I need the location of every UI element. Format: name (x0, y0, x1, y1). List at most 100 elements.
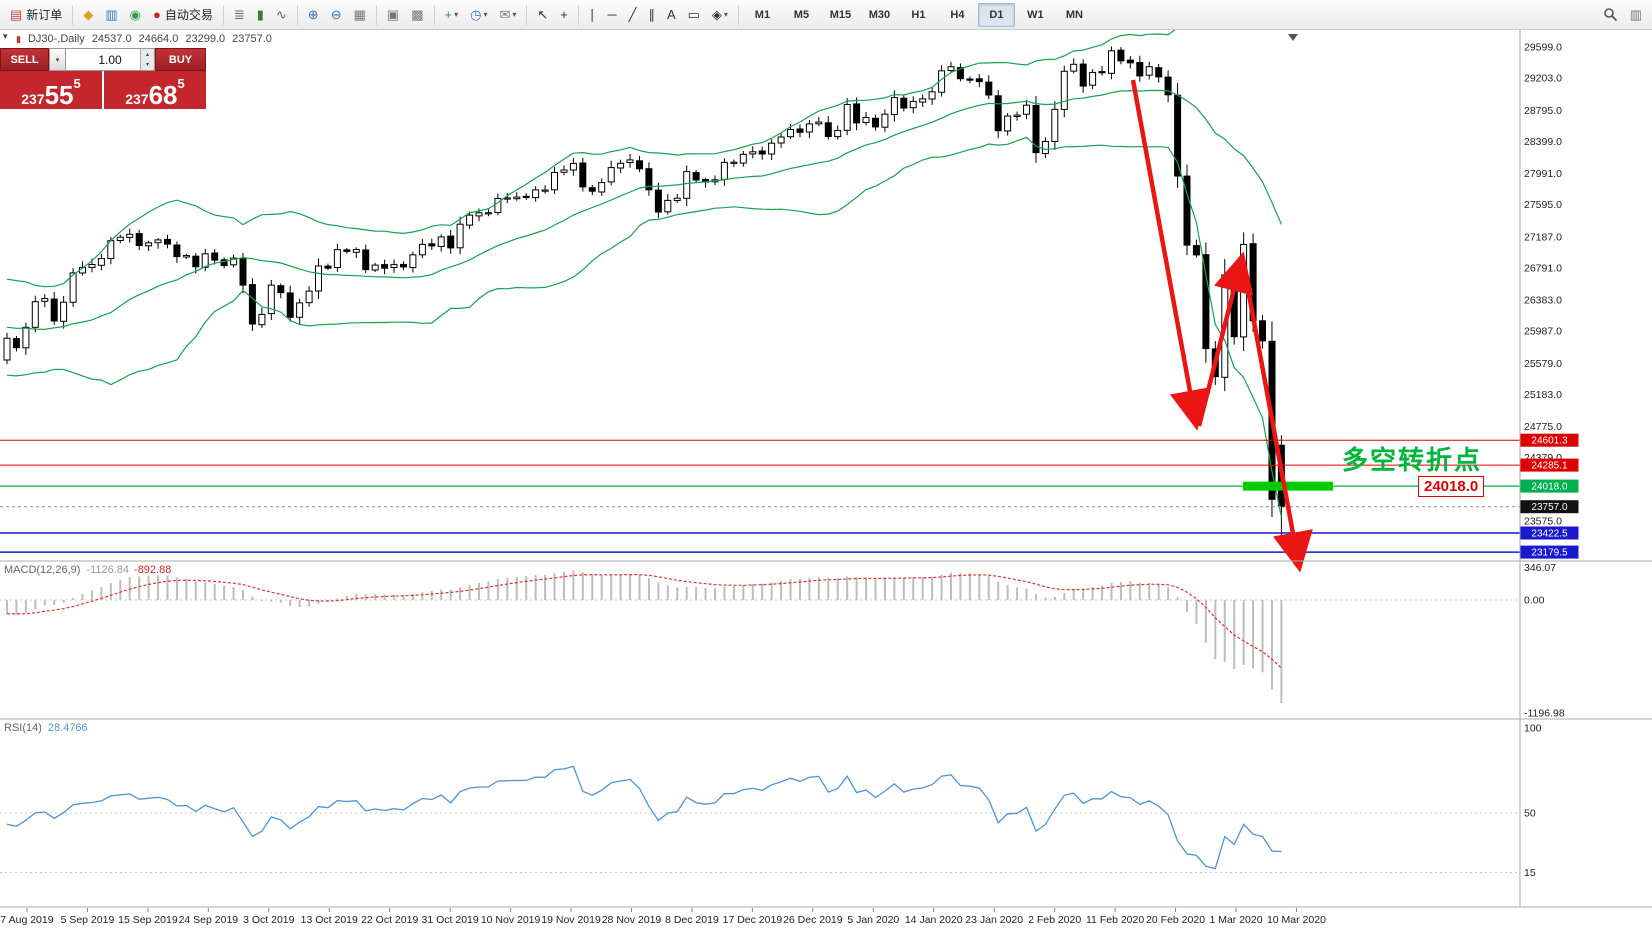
shapes-button[interactable]: ◈ ▾ (707, 3, 733, 27)
rsi-pane[interactable] (0, 765, 1520, 873)
sell-button[interactable]: SELL (0, 48, 49, 71)
label-button[interactable]: ▭ (683, 3, 705, 27)
timeframe-m30[interactable]: M30 (868, 8, 891, 21)
bull-candle (749, 151, 757, 155)
vertical-line-button[interactable]: ∣ (584, 3, 601, 27)
timeframe-d1[interactable]: D1 (977, 2, 1015, 27)
toolbar-separator (296, 4, 298, 25)
price-level-callout[interactable]: 24018.0 (1418, 476, 1485, 497)
chart-canvas[interactable]: 29599.0 29203.0 28795.0 28399.0 27991.0 27595… (0, 30, 1652, 950)
timeframe-w1[interactable]: W1 (1027, 8, 1044, 21)
timeframe-m15[interactable]: M15 (829, 8, 852, 21)
community-icon[interactable]: ◉ (125, 3, 146, 27)
toolbox-icon[interactable]: ◆ (78, 3, 98, 27)
line-chart-mode-button[interactable]: ∿ (271, 3, 292, 27)
timeframe-m1[interactable]: M1 (754, 8, 771, 21)
bear-candle (1202, 254, 1210, 350)
trendline-button[interactable]: ╱ (624, 3, 642, 27)
bear-candle (1192, 245, 1200, 256)
autotrading-icon: ● (152, 7, 161, 22)
volume-step-up-icon[interactable]: ▴ (145, 51, 149, 58)
volume-step-down-icon[interactable]: ▾ (145, 62, 149, 69)
bear-candle (636, 160, 643, 170)
bear-candle (966, 78, 974, 81)
time-axis-label: 10 Nov 2019 (481, 914, 541, 926)
one-click-collapse-icon[interactable]: ▾ (3, 31, 8, 41)
volume-input[interactable]: 1.00 ▴ ▾ (66, 48, 155, 71)
trend-arrow-object[interactable] (1130, 79, 1210, 431)
one-click-trading-panel: SELL ▾ 1.00 ▴ ▾ BUY 237 55 5 237 68 5 (0, 48, 206, 109)
bear-candle (975, 78, 983, 83)
volume-stepper[interactable]: ▴ ▾ (140, 49, 154, 70)
macd-name: MACD(12,26,9) (4, 564, 81, 576)
candlestick-mode-button[interactable]: ▮ (252, 3, 269, 27)
cursor-button[interactable]: ↖ (532, 3, 553, 27)
time-axis[interactable]: 7 Aug 2019 5 Sep 2019 15 Sep 2019 24 Sep 20… (0, 908, 1326, 926)
timeframe-m5[interactable]: M5 (793, 8, 810, 21)
chart-shift-marker[interactable] (1288, 34, 1298, 41)
templates-button[interactable]: ✉ ▾ (494, 3, 521, 27)
bull-candle (97, 258, 105, 266)
buy-price-button[interactable]: 237 68 5 (104, 71, 206, 109)
sell-options-dropdown[interactable]: ▾ (49, 48, 66, 71)
price-axis-tick: 24775.0 (1524, 421, 1562, 433)
zoom-in-icon: ⊕ (307, 7, 319, 22)
price-axis[interactable]: 29599.0 29203.0 28795.0 28399.0 27991.0 27595… (1520, 42, 1579, 880)
timeframe-h1[interactable]: H1 (911, 8, 926, 21)
bull-candle (1023, 104, 1030, 115)
bull-candle (815, 121, 823, 125)
time-axis-label: 11 Feb 2020 (1086, 914, 1144, 926)
zoom-out-button[interactable]: ⊖ (326, 3, 347, 27)
bull-candle (1145, 66, 1153, 76)
bull-candle (437, 236, 445, 247)
bar-chart-mode-icon: ≣ (233, 7, 245, 22)
bear-candle (1032, 105, 1040, 154)
new-order-button[interactable]: ▤ 新订单 (5, 3, 67, 27)
crosshair-button[interactable]: + (555, 3, 573, 27)
channel-button[interactable]: ∥ (643, 3, 660, 27)
candles-layer (3, 46, 1285, 543)
search-button[interactable] (1598, 3, 1623, 27)
chevron-down-icon: ▾ (454, 10, 459, 19)
new-chart-button[interactable]: ▥ (1625, 3, 1647, 27)
tile-windows-button[interactable]: ▣ (382, 3, 404, 27)
price-axis-tick: 26791.0 (1524, 262, 1562, 274)
macd-axis-tick: 0.00 (1524, 595, 1545, 607)
bear-candle (239, 258, 247, 286)
cascade-windows-button[interactable]: ▩ (406, 3, 428, 27)
trend-arrow-object[interactable] (1196, 251, 1254, 427)
charts-window-icon[interactable]: ▥ (100, 3, 122, 27)
bull-candle (560, 169, 568, 173)
price-level-label-box (1520, 458, 1579, 472)
buy-button[interactable]: BUY (155, 48, 206, 71)
indicators-button[interactable]: + ▾ (440, 3, 464, 27)
bear-candle (900, 97, 908, 109)
sell-price-button[interactable]: 237 55 5 (0, 71, 102, 109)
bull-candle (88, 264, 96, 268)
trend-arrow-object[interactable] (1240, 261, 1313, 573)
time-axis-label: 8 Dec 2019 (665, 914, 719, 926)
timeframe-mn[interactable]: MN (1065, 8, 1083, 21)
price-axis-tick: 29203.0 (1524, 73, 1562, 85)
text-button[interactable]: A (662, 3, 681, 27)
periods-icon: ◷ (470, 7, 482, 22)
periods-button[interactable]: ◷ ▾ (465, 3, 492, 27)
horizontal-line-button[interactable]: ─ (602, 3, 621, 27)
bull-candle (3, 337, 11, 361)
toolbar-separator (577, 4, 579, 25)
price-level-label-box (1520, 433, 1579, 447)
bull-candle (267, 284, 275, 315)
macd-pane[interactable] (0, 570, 1520, 703)
bull-candle (333, 249, 341, 269)
zoom-in-button[interactable]: ⊕ (303, 3, 324, 27)
bar-chart-mode-button[interactable]: ≣ (229, 3, 250, 27)
grid-button[interactable]: ▦ (349, 3, 371, 27)
bull-candle (673, 197, 681, 201)
candlestick-mode-icon: ▮ (256, 7, 264, 22)
timeframe-h4[interactable]: H4 (950, 8, 965, 21)
autotrading-button[interactable]: ● 自动交易 (148, 3, 218, 27)
text-icon: A (666, 7, 676, 22)
trendline-icon: ╱ (628, 7, 637, 22)
price-axis-tick: 28795.0 (1524, 105, 1562, 117)
turning-point-text-object[interactable]: 多空转折点 (1342, 445, 1483, 475)
